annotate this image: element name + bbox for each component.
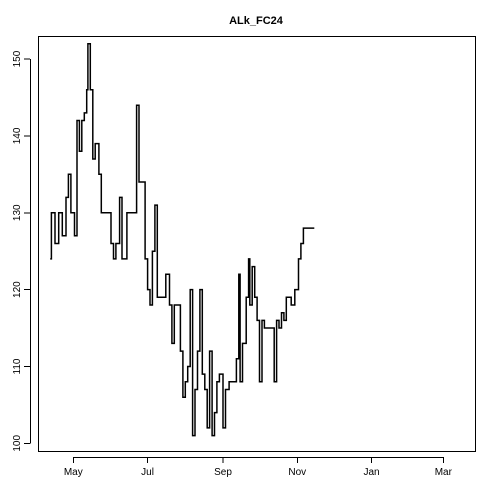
x-tick-label: Nov xyxy=(288,467,306,478)
y-tick-label: 100 xyxy=(12,435,23,452)
x-tick-label: Sep xyxy=(214,467,232,478)
y-axis: 100 110 120 130 140 150 xyxy=(12,50,31,452)
x-axis: May Jul Sep Nov Jan Mar xyxy=(64,457,453,478)
x-tick-label: Jul xyxy=(141,467,154,478)
x-tick-label: Mar xyxy=(435,467,453,478)
y-tick-label: 110 xyxy=(12,358,23,374)
y-tick-label: 150 xyxy=(12,50,23,67)
y-tick-label: 130 xyxy=(12,204,23,221)
y-tick-label: 140 xyxy=(12,127,23,144)
series-line xyxy=(50,42,315,437)
y-tick-label: 120 xyxy=(12,281,23,298)
plot-area xyxy=(38,36,476,452)
x-tick-label: May xyxy=(64,467,83,478)
chart-title: ALk_FC24 xyxy=(229,15,284,27)
x-tick-label: Jan xyxy=(363,467,379,478)
